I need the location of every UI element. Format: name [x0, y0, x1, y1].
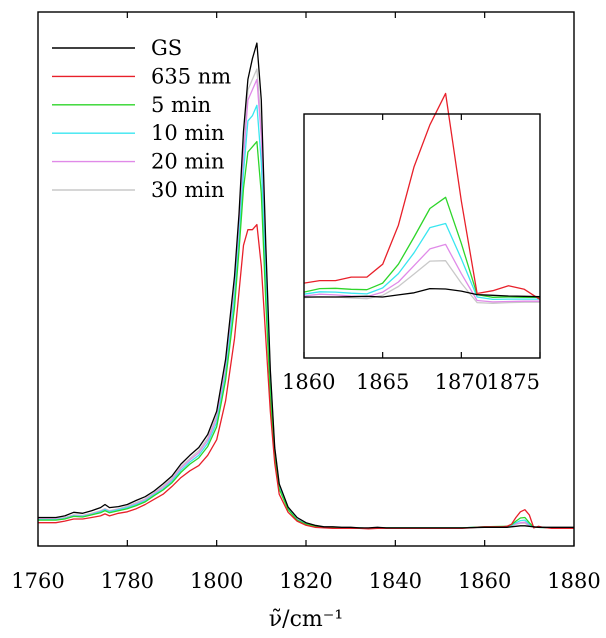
inset-x-tick-label: 1860 [282, 370, 335, 394]
main-x-axis: 1760 1780 1800 1820 1840 1860 1880 [11, 12, 601, 593]
legend-label: GS [151, 36, 182, 60]
inset-background [304, 114, 540, 358]
main-x-tick-label: 1820 [279, 569, 332, 593]
main-x-tick-label: 1800 [190, 569, 243, 593]
main-series-line-0 [38, 42, 574, 529]
inset-x-tick-label: 1870 [435, 370, 488, 394]
legend-label: 635 nm [151, 64, 231, 88]
main-x-tick-label: 1880 [547, 569, 600, 593]
main-x-tick-label: 1780 [101, 569, 154, 593]
legend-label: 30 min [151, 178, 225, 202]
inset-x-tick-label: 1865 [356, 370, 409, 394]
main-x-tick-label: 1860 [458, 569, 511, 593]
main-series-line-1 [38, 223, 574, 530]
legend-label: 5 min [151, 93, 211, 117]
main-x-tick-label: 1840 [369, 569, 422, 593]
main-x-tick-label: 1760 [11, 569, 64, 593]
inset-series-line-0 [304, 287, 541, 298]
inset-x-tick-label: 1875 [487, 370, 540, 394]
inset-frame [303, 113, 541, 359]
inset-series-line-2 [303, 196, 540, 298]
legend-label: 10 min [151, 121, 225, 145]
legend-label: 20 min [151, 150, 225, 174]
inset-series-line-1 [303, 92, 541, 300]
legend: GS 635 nm 5 min 10 min 20 min 30 min [52, 36, 231, 202]
inset-series-line-3 [303, 222, 540, 301]
inset-series-line-4 [303, 243, 540, 303]
x-axis-title: ν̃/cm⁻¹ [269, 607, 343, 632]
main-plot-lines [38, 42, 574, 530]
inset-plot-lines [303, 92, 541, 304]
